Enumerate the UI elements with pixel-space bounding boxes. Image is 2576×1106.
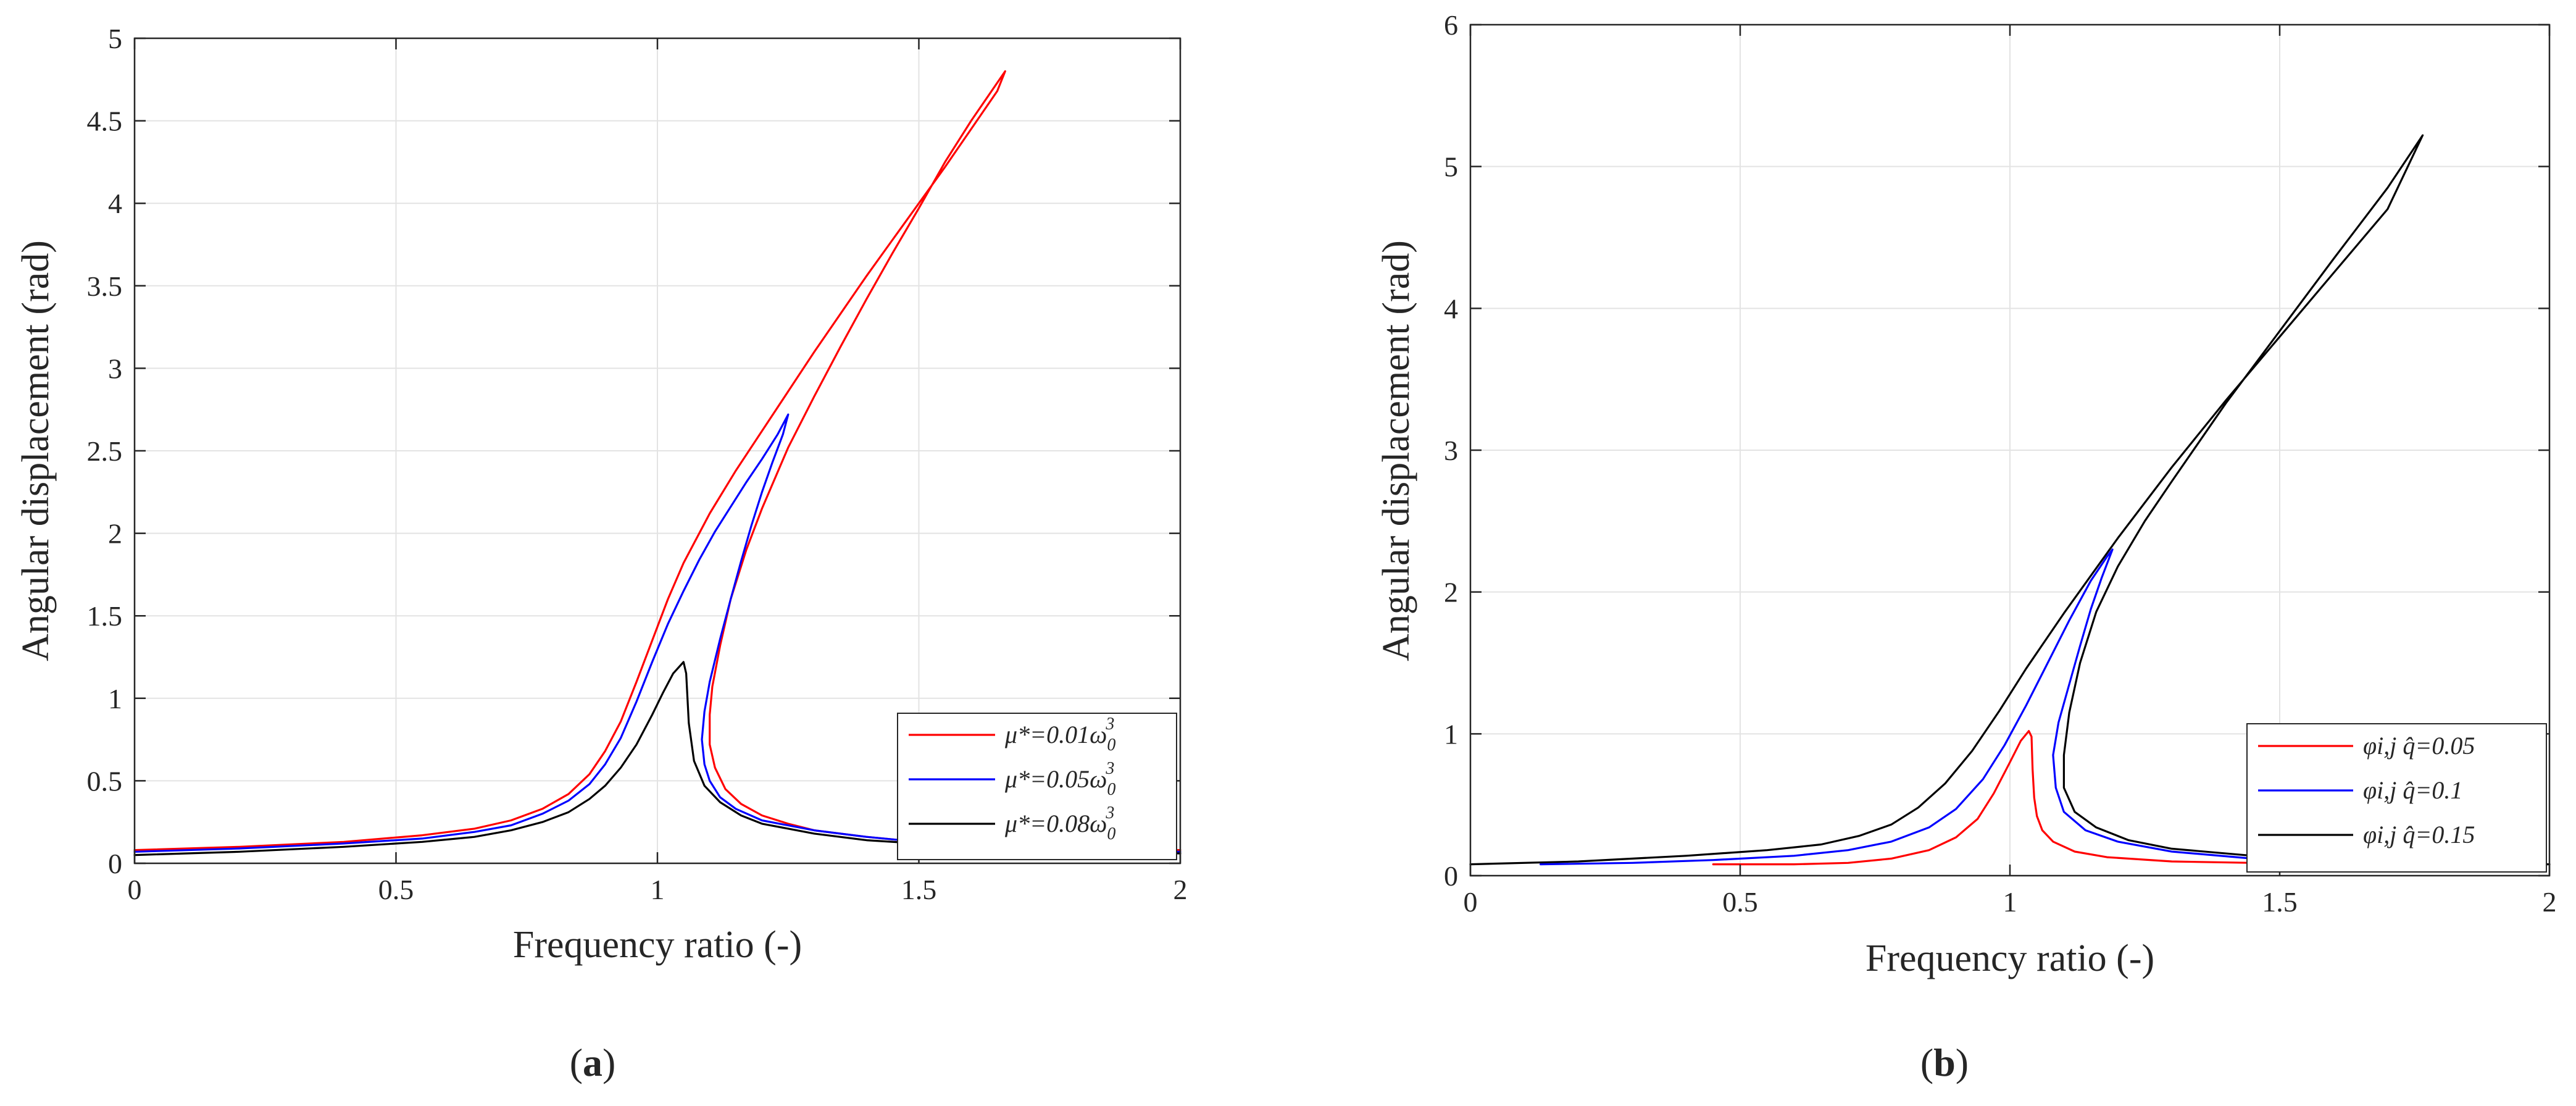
y-tick-label: 2.5 — [87, 435, 123, 467]
series-line-1 — [133, 70, 1182, 852]
x-tick-label: 0 — [1464, 886, 1478, 918]
x-tick-labels: 0 0.5 1 1.5 2 — [1464, 886, 2557, 918]
x-axis-label: Frequency ratio (-) — [513, 924, 802, 966]
legend-label-series-2: μ*=0.05ω03 — [1004, 759, 1115, 799]
y-tick-label: 1.5 — [87, 600, 123, 632]
x-tick-label: 0.5 — [378, 874, 414, 905]
legend-label-series-3: φi,j q̂=0.15 — [2363, 821, 2475, 848]
x-tick-label: 1.5 — [2262, 886, 2298, 918]
series-line-1 — [1712, 730, 2416, 866]
series-line-2 — [1540, 548, 2497, 866]
y-tick-label: 5 — [108, 23, 122, 54]
y-axis-label: Angular displacement (rad) — [15, 240, 57, 661]
x-tick-label: 2 — [1173, 874, 1188, 905]
y-tick-label: 0 — [108, 848, 122, 879]
y-tick-label: 4 — [1444, 293, 1458, 324]
legend-label-series-1: φi,j q̂=0.05 — [2363, 732, 2475, 760]
y-tick-label: 3.5 — [87, 270, 123, 302]
y-tick-label: 3 — [108, 353, 122, 384]
series-line-3 — [1469, 134, 2551, 866]
y-tick-labels: 0 0.5 1 1.5 2 2.5 3 3.5 4 4.5 5 — [87, 23, 123, 879]
y-axis-label: Angular displacement (rad) — [1375, 240, 1417, 661]
grid-lines — [135, 38, 1180, 863]
y-tick-labels: 0 1 2 3 4 5 6 — [1444, 9, 1458, 892]
x-tick-label: 0.5 — [1722, 886, 1758, 918]
legend-box — [897, 713, 1177, 860]
y-tick-label: 1 — [1444, 718, 1458, 750]
x-tick-labels: 0 0.5 1 1.5 2 — [128, 874, 1188, 905]
legend: φi,j q̂=0.05 φi,j q̂=0.1 φi,j q̂=0.15 — [2246, 723, 2547, 873]
y-tick-label: 2 — [1444, 577, 1458, 608]
legend-box — [2246, 723, 2547, 873]
x-tick-label: 2 — [2543, 886, 2557, 918]
x-tick-label: 1 — [2003, 886, 2017, 918]
legend: μ*=0.01ω03 μ*=0.05ω03 μ*=0.08ω03 — [897, 713, 1177, 860]
y-tick-label: 3 — [1444, 435, 1458, 466]
y-tick-label: 4.5 — [87, 106, 123, 137]
y-tick-label: 0.5 — [87, 765, 123, 797]
legend-label-series-3: μ*=0.08ω03 — [1004, 803, 1115, 844]
series-line-2 — [133, 413, 1182, 853]
legend-label-series-2: φi,j q̂=0.1 — [2363, 776, 2462, 804]
x-tick-label: 1.5 — [901, 874, 937, 905]
chart-panel-b: 0 0.5 1 1.5 2 0 1 2 3 4 5 6 Frequency ratio (-) An… — [1375, 9, 2557, 1084]
chart-panel-a: 0 0.5 1 1.5 2 0 0.5 1 1.5 2 2.5 3 3.5 4 4.5 5 Frequenc… — [15, 23, 1188, 1084]
y-tick-label: 0 — [1444, 860, 1458, 892]
panel-caption-a: (a) — [570, 1041, 616, 1084]
x-tick-label: 0 — [128, 874, 142, 905]
x-tick-label: 1 — [651, 874, 665, 905]
y-tick-label: 6 — [1444, 9, 1458, 41]
legend-label-series-1: μ*=0.01ω03 — [1004, 714, 1115, 755]
x-axis-label: Frequency ratio (-) — [1865, 937, 2154, 979]
panel-caption-b: (b) — [1920, 1041, 1969, 1084]
y-tick-label: 4 — [108, 188, 122, 219]
y-tick-label: 1 — [108, 683, 122, 714]
y-tick-label: 5 — [1444, 151, 1458, 183]
series-curves — [1469, 134, 2551, 866]
y-tick-label: 2 — [108, 518, 122, 550]
